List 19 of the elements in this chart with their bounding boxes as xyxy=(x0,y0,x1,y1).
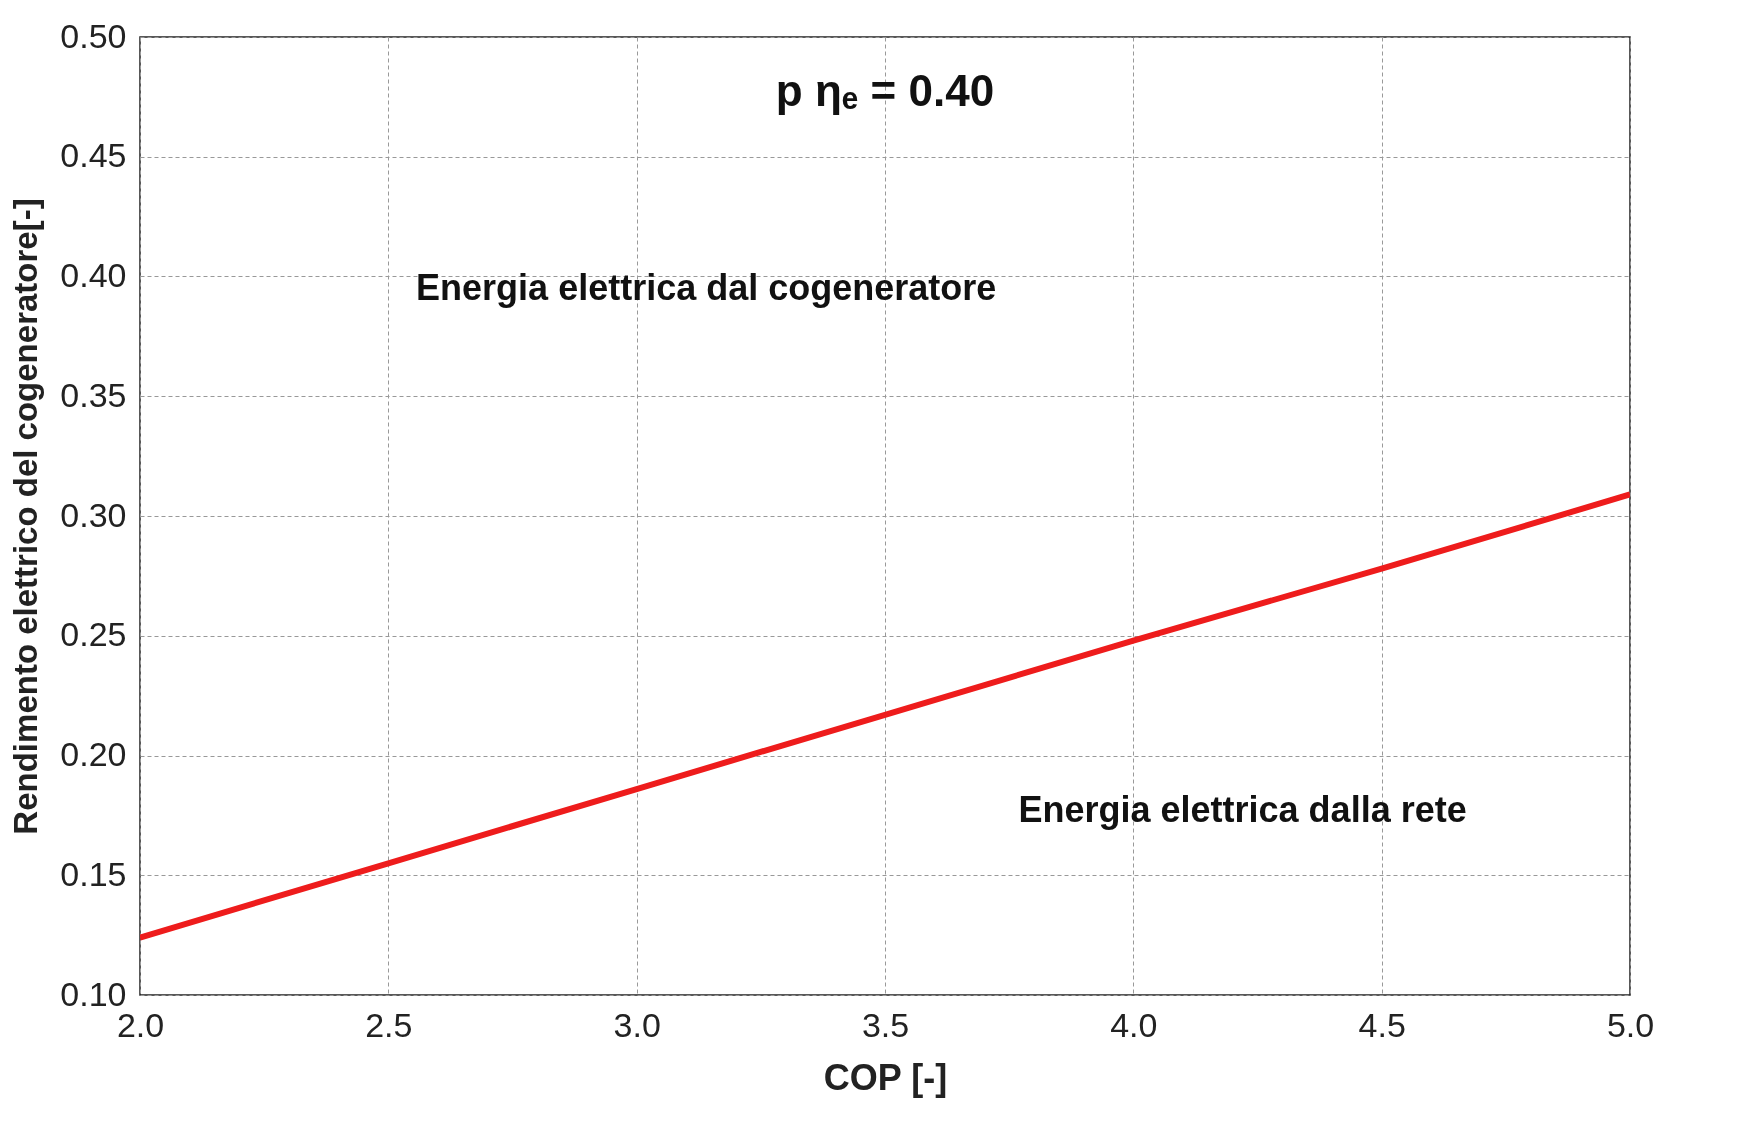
x-tick-label: 3.5 xyxy=(861,1005,910,1044)
y-tick-label: 0.15 xyxy=(60,854,127,893)
y-tick-label: 0.25 xyxy=(60,615,127,654)
x-tick-label: 4.0 xyxy=(1110,1005,1158,1044)
x-axis-title: COP [-] xyxy=(823,1056,948,1098)
annotation: Energia elettrica dal cogeneratore xyxy=(416,266,997,308)
y-tick-label: 0.50 xyxy=(60,16,127,55)
annotation: p ηₑ = 0.40 xyxy=(775,65,995,115)
y-tick-label: 0.35 xyxy=(60,375,127,414)
x-tick-label: 4.5 xyxy=(1358,1005,1406,1044)
annotation: Energia elettrica dalla rete xyxy=(1018,788,1467,830)
y-tick-label: 0.20 xyxy=(60,735,127,773)
x-tick-label: 5.0 xyxy=(1606,1005,1655,1044)
x-tick-label: 3.0 xyxy=(613,1005,661,1044)
y-axis-title: Rendimento elettrico del cogeneratore[-] xyxy=(7,198,45,835)
x-tick-label: 2.5 xyxy=(365,1005,413,1044)
y-tick-label: 0.40 xyxy=(60,256,127,294)
y-tick-label: 0.30 xyxy=(60,495,127,534)
y-tick-label: 0.45 xyxy=(60,136,127,175)
